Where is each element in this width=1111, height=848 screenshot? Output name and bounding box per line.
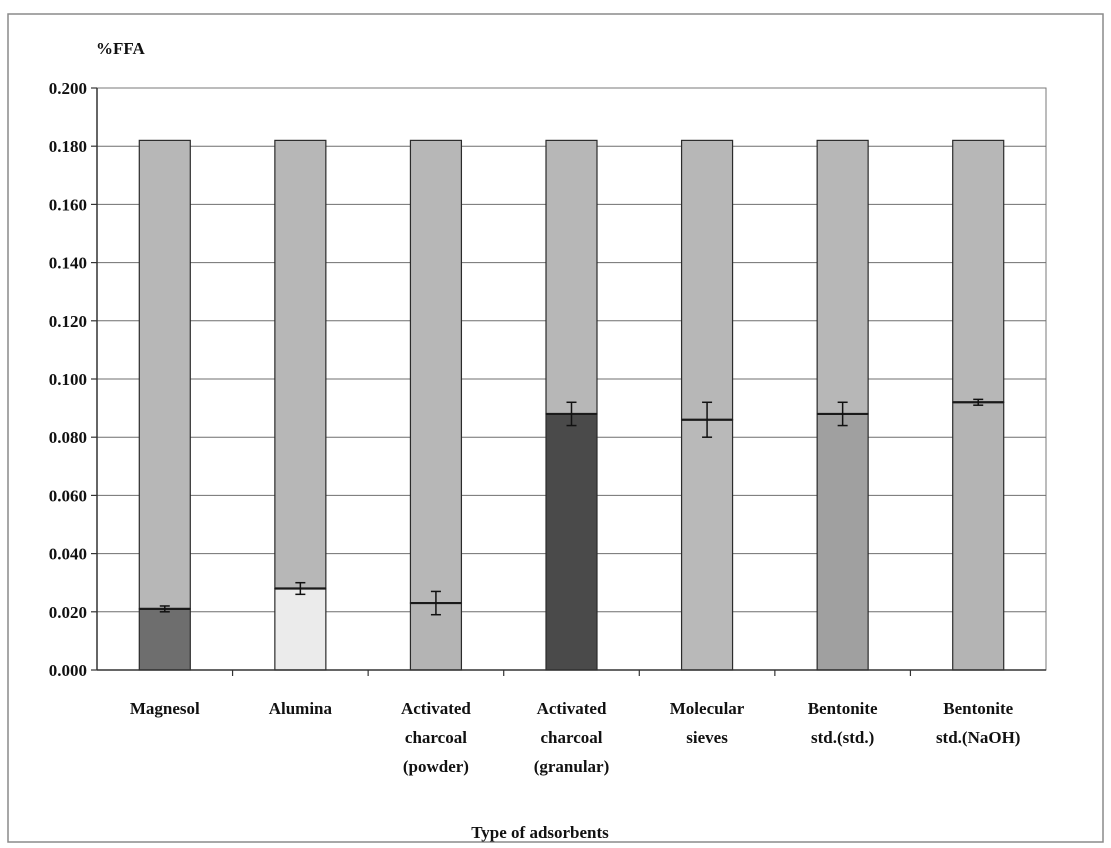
x-category-label: Bentonite std.(std.) <box>808 699 878 747</box>
y-tick-label: 0.040 <box>49 545 87 564</box>
bar-upper-segment <box>409 139 463 604</box>
bar-lower-segment <box>274 587 327 671</box>
bar-lower-segment <box>816 413 869 671</box>
x-category-label: Magnesol <box>130 699 200 718</box>
x-category-label: Bentonite std.(NaOH) <box>936 699 1021 747</box>
bar-upper-segment <box>274 139 327 590</box>
bars <box>138 139 1005 671</box>
x-category-label: Molecular sieves <box>670 699 745 747</box>
y-axis-title: %FFA <box>96 39 146 58</box>
bar-lower-segment <box>545 413 598 671</box>
bar-upper-segment <box>816 139 869 415</box>
bar-upper-segment <box>952 139 1005 403</box>
x-axis-title: Type of adsorbents <box>471 823 609 842</box>
x-category-label: Alumina <box>269 699 333 718</box>
bar-lower-segment <box>952 401 1005 671</box>
y-tick-label: 0.120 <box>49 312 87 331</box>
bar-upper-segment <box>545 139 598 415</box>
bar-upper-segment <box>138 139 191 610</box>
y-tick-label: 0.200 <box>49 79 87 98</box>
y-tick-label: 0.020 <box>49 603 87 622</box>
y-tick-label: 0.100 <box>49 370 87 389</box>
y-tick-label: 0.160 <box>49 195 87 214</box>
x-category-label: Activated charcoal (powder) <box>401 699 471 776</box>
bar-upper-segment <box>680 139 734 421</box>
y-tick-label: 0.080 <box>49 428 87 447</box>
y-tick-label: 0.060 <box>49 486 87 505</box>
y-tick-label: 0.000 <box>49 661 87 680</box>
y-tick-label: 0.140 <box>49 254 87 273</box>
bar-lower-segment <box>680 419 734 671</box>
x-category-label: Activated charcoal (granular) <box>534 699 610 776</box>
bar-lower-segment <box>138 608 191 671</box>
x-category-labels: Magnesol Alumina Activated charcoal (powder)… <box>130 699 1021 776</box>
y-tick-label: 0.180 <box>49 137 87 156</box>
y-tick-labels: 0.000 0.020 0.040 0.060 0.080 0.100 0.120 0.140… <box>49 79 87 680</box>
error-bars <box>159 398 984 616</box>
